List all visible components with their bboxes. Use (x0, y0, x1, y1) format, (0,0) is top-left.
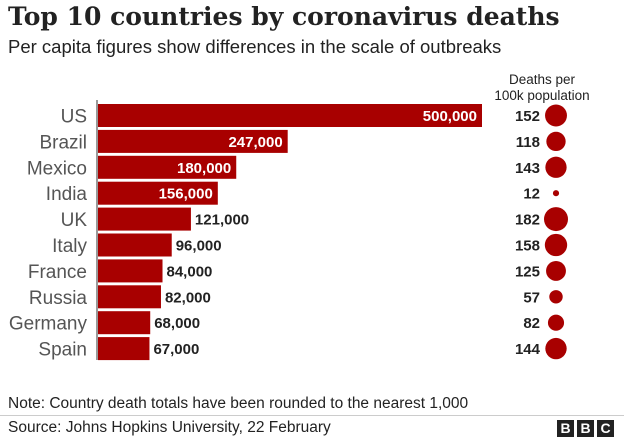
category-label: France (28, 262, 87, 283)
bbc-logo-letter: C (597, 420, 614, 437)
deaths-per-100k-header: Deaths per 100k population (480, 72, 604, 104)
bar (98, 207, 191, 231)
note: Note: Country death totals have been rou… (8, 395, 469, 412)
value-label: 180,000 (177, 160, 231, 177)
chart-subtitle: Per capita figures show differences in t… (8, 36, 502, 57)
value-label: 121,000 (195, 212, 249, 229)
per-capita-label: 152 (515, 108, 540, 125)
bar (98, 181, 218, 205)
per-capita-circle (545, 156, 567, 178)
category-label: Italy (52, 236, 87, 257)
chart-title: Top 10 countries by coronavirus deaths (8, 2, 560, 31)
bar (98, 104, 482, 127)
deaths-header-line-1: Deaths per (508, 72, 576, 87)
per-capita-label: 82 (523, 315, 540, 332)
per-capita-label: 182 (515, 212, 540, 229)
per-capita-label: 158 (515, 238, 540, 255)
value-label: 68,000 (154, 315, 200, 332)
bbc-logo-letter: B (557, 420, 574, 437)
value-label: 96,000 (176, 238, 222, 255)
value-label: 67,000 (153, 341, 199, 358)
per-capita-label: 12 (523, 186, 540, 203)
per-capita-circle (547, 314, 565, 331)
bar (98, 285, 161, 309)
category-label: India (46, 184, 88, 205)
per-capita-label: 144 (515, 341, 541, 358)
deaths-header-line-2: 100k population (494, 88, 590, 103)
per-capita-label: 57 (523, 289, 540, 306)
per-capita-circle (544, 207, 568, 232)
bar (98, 259, 163, 283)
per-capita-circle (552, 190, 560, 197)
per-capita-circle (544, 233, 568, 257)
footer-divider (0, 415, 624, 416)
value-label: 82,000 (165, 289, 211, 306)
source: Source: Johns Hopkins University, 22 Feb… (8, 419, 331, 436)
bar (98, 233, 172, 257)
value-label: 247,000 (228, 134, 282, 151)
category-label: US (61, 107, 87, 128)
bar (98, 155, 237, 179)
bar (98, 337, 150, 361)
per-capita-label: 125 (515, 263, 540, 280)
per-capita-circle (549, 290, 563, 304)
per-capita-label: 143 (515, 160, 540, 177)
category-label: Brazil (39, 132, 87, 153)
per-capita-circle (545, 337, 567, 360)
value-label: 500,000 (423, 108, 477, 125)
per-capita-label: 118 (516, 134, 540, 151)
bar (98, 129, 288, 153)
per-capita-circle (546, 260, 566, 281)
category-label: Spain (38, 340, 87, 361)
per-capita-circle (545, 104, 567, 127)
category-label: UK (61, 210, 88, 231)
value-label: 84,000 (167, 263, 213, 280)
category-label: Germany (9, 314, 88, 335)
bar (98, 311, 151, 335)
value-label: 156,000 (159, 186, 213, 203)
bbc-logo: B B C (557, 420, 614, 437)
category-label: Mexico (27, 158, 87, 179)
bbc-logo-letter: B (577, 420, 594, 437)
category-label: Russia (29, 288, 88, 309)
per-capita-circle (546, 131, 566, 152)
